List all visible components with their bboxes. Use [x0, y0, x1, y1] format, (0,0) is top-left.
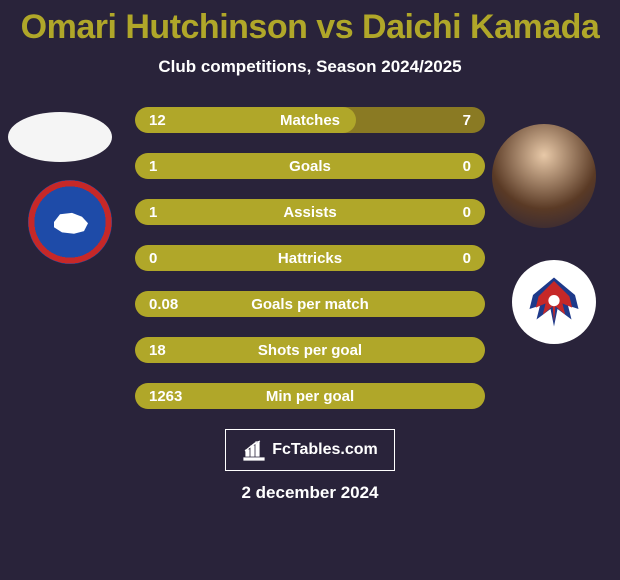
stat-label: Assists: [283, 204, 336, 221]
stat-row: 1 Goals 0: [135, 153, 485, 179]
stat-row: 1263 Min per goal: [135, 383, 485, 409]
stat-row-text: 1263 Min per goal: [135, 383, 485, 409]
stat-row: 0 Hattricks 0: [135, 245, 485, 271]
stat-row-text: 0.08 Goals per match: [135, 291, 485, 317]
stat-left-value: 1263: [149, 388, 182, 405]
stat-label: Shots per goal: [258, 342, 362, 359]
stat-left-value: 0: [149, 250, 157, 267]
stat-left-value: 1: [149, 204, 157, 221]
stat-label: Goals: [289, 158, 331, 175]
stat-row-text: 1 Assists 0: [135, 199, 485, 225]
comparison-subtitle: Club competitions, Season 2024/2025: [0, 57, 620, 77]
stat-row: 1 Assists 0: [135, 199, 485, 225]
stat-row-text: 1 Goals 0: [135, 153, 485, 179]
stat-right-value: 7: [463, 112, 471, 129]
brand-badge: FcTables.com: [225, 429, 395, 471]
brand-text: FcTables.com: [272, 441, 378, 459]
stat-label: Min per goal: [266, 388, 354, 405]
stat-left-value: 18: [149, 342, 166, 359]
stat-left-value: 1: [149, 158, 157, 175]
stat-row: 12 Matches 7: [135, 107, 485, 133]
stat-label: Matches: [280, 112, 340, 129]
stat-left-value: 12: [149, 112, 166, 129]
comparison-title: Omari Hutchinson vs Daichi Kamada: [0, 0, 620, 47]
chart-icon: [242, 438, 266, 462]
stats-rows: 12 Matches 7 1 Goals 0 1 Assists 0 0 Hattricks 0 0.0…: [0, 107, 620, 409]
stat-row-text: 12 Matches 7: [135, 107, 485, 133]
stat-right-value: 0: [463, 158, 471, 175]
comparison-date: 2 december 2024: [0, 483, 620, 503]
stat-row-text: 18 Shots per goal: [135, 337, 485, 363]
stat-row-text: 0 Hattricks 0: [135, 245, 485, 271]
stat-left-value: 0.08: [149, 296, 178, 313]
stat-right-value: 0: [463, 250, 471, 267]
stat-label: Goals per match: [251, 296, 369, 313]
stat-label: Hattricks: [278, 250, 342, 267]
stat-row: 18 Shots per goal: [135, 337, 485, 363]
stat-row: 0.08 Goals per match: [135, 291, 485, 317]
stat-right-value: 0: [463, 204, 471, 221]
